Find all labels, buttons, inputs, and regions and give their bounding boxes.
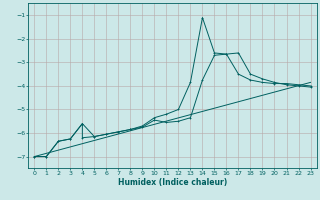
X-axis label: Humidex (Indice chaleur): Humidex (Indice chaleur) [118, 178, 227, 187]
